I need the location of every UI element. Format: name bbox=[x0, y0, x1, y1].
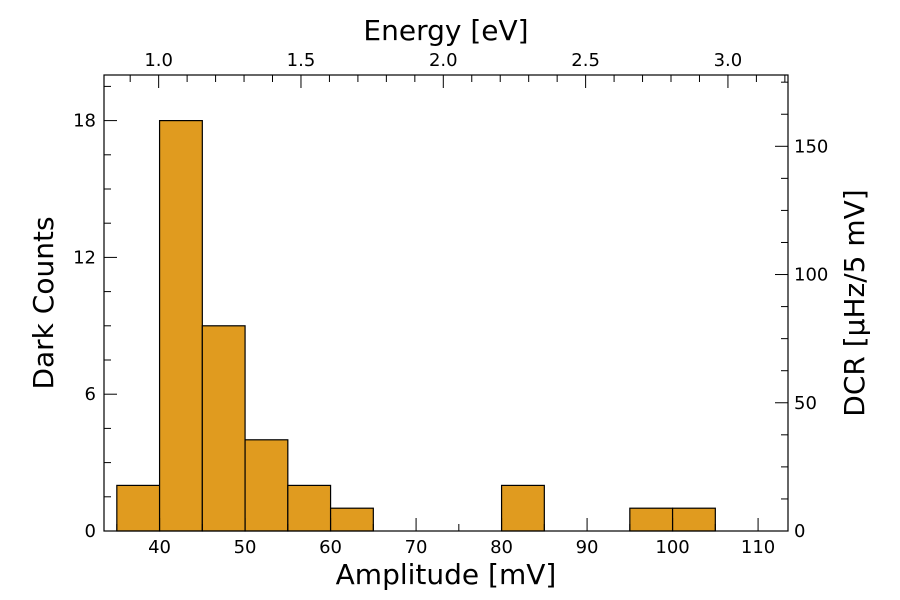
top-x-axis-title: Energy [eV] bbox=[363, 14, 528, 47]
histogram-bar bbox=[201, 325, 246, 532]
tick-labels: 40 50 60 70 80 90 100 110 0 6 12 18 0 50 100 150 1.0 1.5 2… bbox=[73, 50, 828, 558]
histogram-bar bbox=[158, 119, 203, 532]
x-tick-label: 50 bbox=[234, 537, 257, 558]
y-tick-label: 0 bbox=[85, 521, 96, 542]
top-x-tick-label: 2.5 bbox=[571, 50, 600, 71]
top-x-tick-label: 1.0 bbox=[144, 50, 173, 71]
histogram-bar bbox=[329, 507, 374, 532]
right-y-axis-title: DCR [µHz/5 mV] bbox=[838, 189, 871, 416]
y-tick-label: 12 bbox=[73, 247, 96, 268]
x-tick-label: 90 bbox=[576, 537, 599, 558]
top-x-tick-label: 2.0 bbox=[429, 50, 458, 71]
histogram-bar bbox=[287, 484, 332, 532]
histogram-bar bbox=[671, 507, 716, 532]
right-y-tick-label: 100 bbox=[794, 265, 828, 286]
x-tick-label: 110 bbox=[741, 537, 775, 558]
plot-frame bbox=[103, 74, 789, 532]
top-x-tick-label: 3.0 bbox=[714, 50, 743, 71]
histogram-bar bbox=[629, 507, 674, 532]
y-tick-label: 18 bbox=[73, 111, 96, 132]
y-axis-title: Dark Counts bbox=[27, 216, 60, 389]
histogram-bar bbox=[500, 484, 545, 532]
right-y-tick-label: 150 bbox=[794, 136, 828, 157]
histogram-bar bbox=[244, 439, 289, 532]
x-tick-label: 100 bbox=[655, 537, 689, 558]
axis-ticks bbox=[104, 75, 788, 532]
x-axis-title: Amplitude [mV] bbox=[336, 558, 557, 591]
x-tick-label: 40 bbox=[148, 537, 171, 558]
right-y-tick-label: 0 bbox=[794, 521, 805, 542]
histogram-bar bbox=[116, 484, 161, 532]
x-tick-label: 60 bbox=[319, 537, 342, 558]
histogram-bars bbox=[116, 119, 716, 532]
x-tick-label: 80 bbox=[490, 537, 513, 558]
y-tick-label: 6 bbox=[85, 384, 96, 405]
top-x-tick-label: 1.5 bbox=[287, 50, 316, 71]
x-tick-label: 70 bbox=[405, 537, 428, 558]
right-y-tick-label: 50 bbox=[794, 393, 817, 414]
